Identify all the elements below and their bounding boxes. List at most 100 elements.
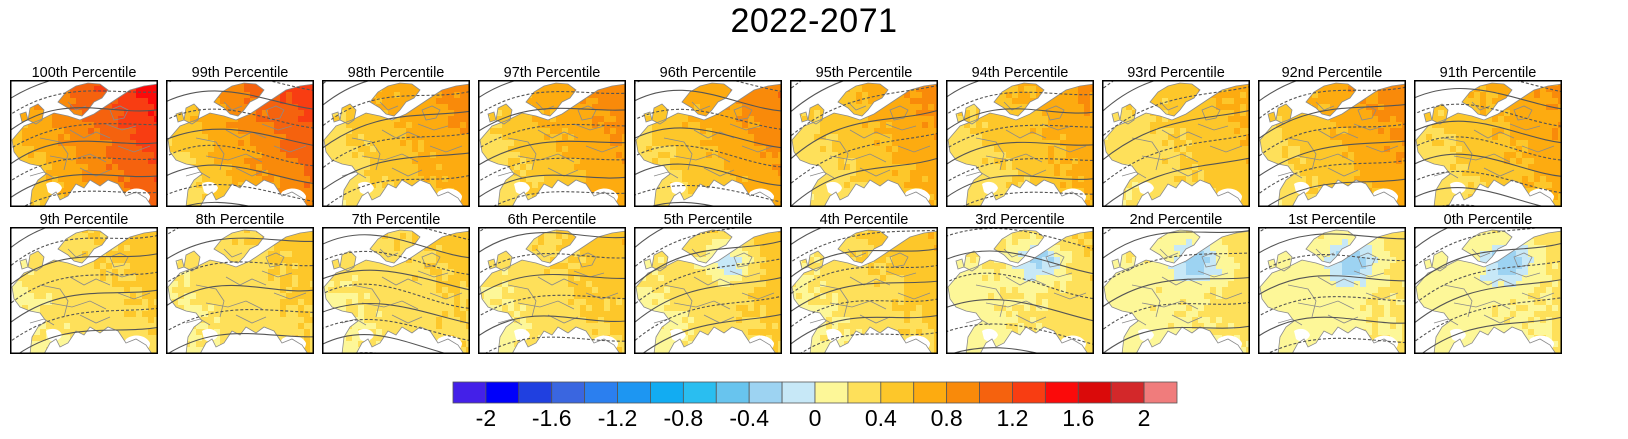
field-cell — [754, 176, 761, 183]
field-cell — [424, 116, 431, 123]
field-cell — [1222, 146, 1229, 153]
field-cell — [502, 110, 509, 117]
field-cell — [1300, 146, 1307, 153]
field-cell — [124, 116, 131, 123]
border-line — [525, 82, 577, 117]
field-cell — [1012, 98, 1019, 105]
field-cell — [1168, 170, 1175, 177]
field-cell — [304, 188, 311, 195]
field-cell — [34, 188, 41, 195]
field-cell — [454, 164, 461, 171]
field-cell — [988, 116, 995, 123]
field-cell — [46, 152, 53, 159]
contour-line — [10, 157, 158, 183]
field-cell — [376, 182, 383, 189]
field-cell — [1192, 86, 1199, 93]
field-cell — [556, 146, 563, 153]
field-cell — [1192, 134, 1199, 141]
field-cell — [676, 116, 683, 123]
field-cell — [226, 152, 233, 159]
field-cell — [1330, 86, 1337, 93]
field-cell — [244, 83, 251, 87]
field-cell — [844, 128, 851, 135]
field-cell — [1204, 134, 1211, 141]
field-cell — [1366, 116, 1373, 123]
field-cell — [868, 116, 875, 123]
field-cell — [130, 116, 137, 123]
field-cell — [202, 122, 209, 129]
field-cell — [622, 104, 626, 111]
field-cell — [1060, 170, 1067, 177]
field-cell — [736, 110, 743, 117]
field-cell — [1186, 164, 1193, 171]
field-cell — [1024, 86, 1031, 93]
field-cell — [934, 176, 938, 183]
field-cell — [538, 158, 545, 165]
field-cell — [118, 134, 125, 141]
contour-line — [790, 157, 938, 207]
field-cell — [118, 116, 125, 123]
field-cell — [772, 146, 779, 153]
field-cell — [526, 146, 533, 153]
field-cell — [1342, 128, 1349, 135]
field-cell — [622, 182, 626, 189]
field-cell — [1330, 158, 1337, 165]
field-cell — [562, 146, 569, 153]
field-cell — [1264, 134, 1271, 141]
field-cell — [466, 170, 470, 177]
field-cell — [1372, 128, 1379, 135]
map — [478, 80, 626, 207]
field-cell — [460, 110, 467, 117]
field-cell — [586, 158, 593, 165]
field-cell — [970, 110, 977, 117]
field-cell — [370, 182, 377, 189]
field-cell — [1108, 152, 1115, 159]
field-cell — [826, 164, 833, 171]
field-cell — [1330, 122, 1337, 129]
field-cell — [718, 146, 725, 153]
field-cell — [754, 170, 761, 177]
field-cell — [670, 140, 677, 147]
field-cell — [334, 128, 341, 135]
field-cell — [1000, 170, 1007, 177]
field-cell — [1192, 158, 1199, 165]
field-cell — [652, 134, 659, 141]
field-cell — [1336, 146, 1343, 153]
field-cell — [1156, 152, 1163, 159]
field-cell — [1006, 164, 1013, 171]
field-cell — [1150, 152, 1157, 159]
field-cell — [808, 200, 815, 207]
field-cell — [1000, 176, 1007, 183]
field-cell — [430, 152, 437, 159]
field-cell — [436, 158, 443, 165]
field-cell — [232, 170, 239, 177]
field-cell — [526, 182, 533, 189]
field-cell — [64, 116, 71, 123]
field-cell — [82, 140, 89, 147]
field-cell — [904, 98, 911, 105]
field-cell — [124, 104, 131, 111]
field-cell — [1042, 170, 1049, 177]
field-cell — [466, 140, 470, 147]
field-cell — [1348, 86, 1355, 93]
field-cell — [148, 146, 155, 153]
field-cell — [94, 83, 101, 87]
field-cell — [1216, 164, 1223, 171]
field-cell — [754, 182, 761, 189]
border-line — [993, 82, 1045, 117]
field-cell — [718, 122, 725, 129]
field-cell — [520, 152, 527, 159]
field-cell — [220, 146, 227, 153]
field-cell — [910, 122, 917, 129]
field-cell — [142, 152, 149, 159]
field-cell — [502, 128, 509, 135]
field-cell — [868, 86, 875, 93]
field-cell — [976, 200, 983, 207]
field-cell — [568, 122, 575, 129]
field-cell — [448, 116, 455, 123]
field-cell — [862, 176, 869, 183]
field-cell — [832, 122, 839, 129]
field-cell — [1366, 122, 1373, 129]
field-cell — [586, 104, 593, 111]
field-cell — [610, 134, 617, 141]
